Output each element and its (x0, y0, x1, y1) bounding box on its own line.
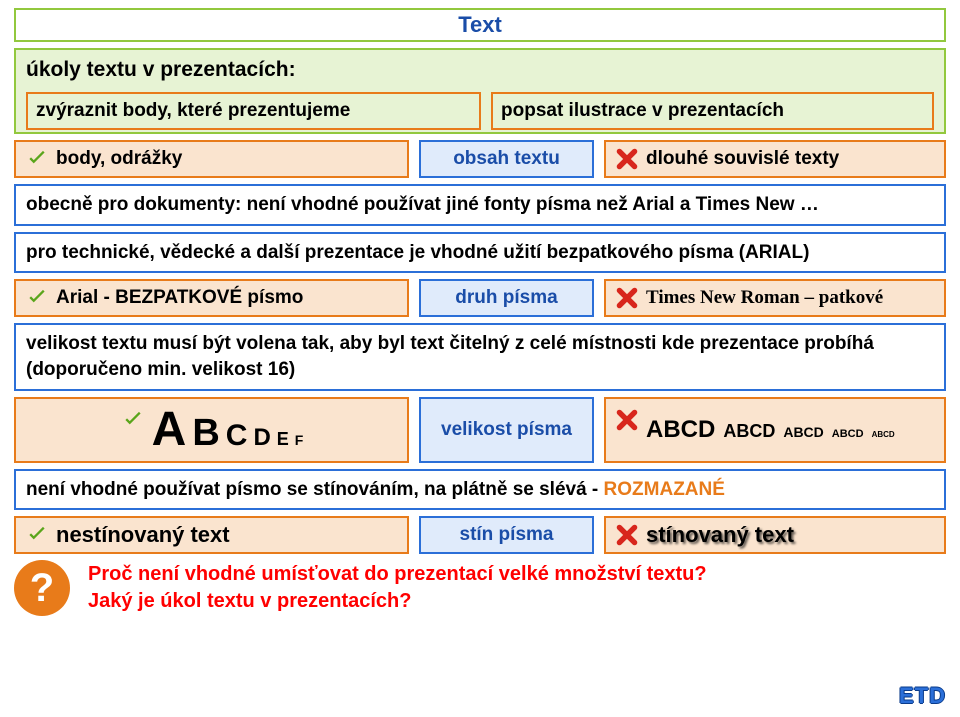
task-right: popsat ilustrace v prezentacích (491, 92, 934, 130)
abcd-2: ABCD (723, 421, 775, 442)
content-right-text: dlouhé souvislé texty (646, 148, 839, 170)
question-mark-icon: ? (14, 560, 70, 616)
shadow-right: stínovaný text (604, 516, 946, 554)
cross-icon (614, 407, 640, 433)
task-right-text: popsat ilustrace v prezentacích (501, 98, 784, 124)
letter-b: B (192, 412, 219, 455)
content-left: body, odrážky (14, 140, 409, 178)
size-left: A B C D E F (14, 397, 409, 463)
row-shadow-advice: není vhodné používat písmo se stínováním… (14, 469, 946, 511)
question-symbol: ? (30, 566, 54, 611)
question-row: ? Proč není vhodné umísťovat do prezenta… (14, 560, 946, 616)
abcd-3: ABCD (783, 424, 823, 440)
check-icon (120, 407, 146, 433)
question-line-2: Jaký je úkol textu v prezentacích? (88, 588, 707, 615)
shadow-right-text: stínovaný text (646, 522, 794, 548)
content-left-text: body, odrážky (56, 148, 182, 170)
tasks-label: úkoly textu v prezentacích: (26, 56, 934, 84)
abcd-5: ABCD (872, 430, 895, 439)
size-right-words: ABCD ABCD ABCD ABCD ABCD (646, 416, 895, 444)
content-mid: obsah textu (419, 140, 594, 178)
slide-page: Text úkoly textu v prezentacích: zvýrazn… (0, 0, 960, 717)
row-size-advice-text: velikost textu musí být volena tak, aby … (26, 333, 874, 380)
row-shadow-advice-suf: ROZMAZANÉ (604, 479, 725, 500)
fontkind-left-text: Arial - BEZPATKOVÉ písmo (56, 287, 303, 309)
row-shadow-advice-pre: není vhodné používat písmo se stínováním… (26, 479, 604, 500)
etd-logo: ETD (899, 683, 946, 709)
question-line-1: Proč není vhodné umísťovat do prezentací… (88, 561, 707, 588)
shadow-left: nestínovaný text (14, 516, 409, 554)
content-right: dlouhé souvislé texty (604, 140, 946, 178)
question-text: Proč není vhodné umísťovat do prezentací… (88, 561, 707, 615)
fontkind-right-text: Times New Roman – patkové (646, 287, 883, 309)
cross-icon (614, 522, 640, 548)
shadow-mid-text: stín písma (460, 524, 554, 546)
letter-d: D (253, 424, 270, 452)
cross-icon (614, 146, 640, 172)
size-mid-text: velikost písma (441, 419, 572, 441)
fontkind-mid-text: druh písma (455, 287, 557, 309)
abcd-1: ABCD (646, 416, 715, 444)
check-icon (24, 285, 50, 311)
letter-f: F (295, 432, 304, 448)
fontkind-left: Arial - BEZPATKOVÉ písmo (14, 279, 409, 317)
row-fonts-general: obecně pro dokumenty: není vhodné použív… (14, 184, 946, 226)
size-mid: velikost písma (419, 397, 594, 463)
task-left: zvýraznit body, které prezentujeme (26, 92, 481, 130)
shadow-left-text: nestínovaný text (56, 522, 230, 548)
row-size-advice: velikost textu musí být volena tak, aby … (14, 323, 946, 390)
row-size-demo: A B C D E F velikost písma ABCD ABCD ABC… (14, 397, 946, 463)
content-mid-text: obsah textu (453, 148, 560, 170)
shadow-mid: stín písma (419, 516, 594, 554)
row-fonts-tech: pro technické, vědecké a další prezentac… (14, 232, 946, 274)
check-icon (24, 522, 50, 548)
row-fonts-general-text: obecně pro dokumenty: není vhodné použív… (26, 194, 819, 215)
letter-e: E (277, 429, 289, 450)
row-content-type: body, odrážky obsah textu dlouhé souvisl… (14, 140, 946, 178)
row-shadow-demo: nestínovaný text stín písma stínovaný te… (14, 516, 946, 554)
title-bar: Text (14, 8, 946, 42)
letter-a: A (152, 402, 187, 457)
cross-icon (614, 285, 640, 311)
size-right: ABCD ABCD ABCD ABCD ABCD (604, 397, 946, 463)
fontkind-right: Times New Roman – patkové (604, 279, 946, 317)
task-left-text: zvýraznit body, které prezentujeme (36, 98, 350, 124)
tasks-block: úkoly textu v prezentacích: zvýraznit bo… (14, 48, 946, 134)
slide-title: Text (458, 12, 502, 38)
check-icon (24, 146, 50, 172)
abcd-4: ABCD (832, 428, 864, 440)
letter-c: C (226, 419, 248, 453)
row-font-kind: Arial - BEZPATKOVÉ písmo druh písma Time… (14, 279, 946, 317)
size-left-letters: A B C D E F (152, 402, 304, 457)
fontkind-mid: druh písma (419, 279, 594, 317)
row-fonts-tech-text: pro technické, vědecké a další prezentac… (26, 242, 809, 263)
